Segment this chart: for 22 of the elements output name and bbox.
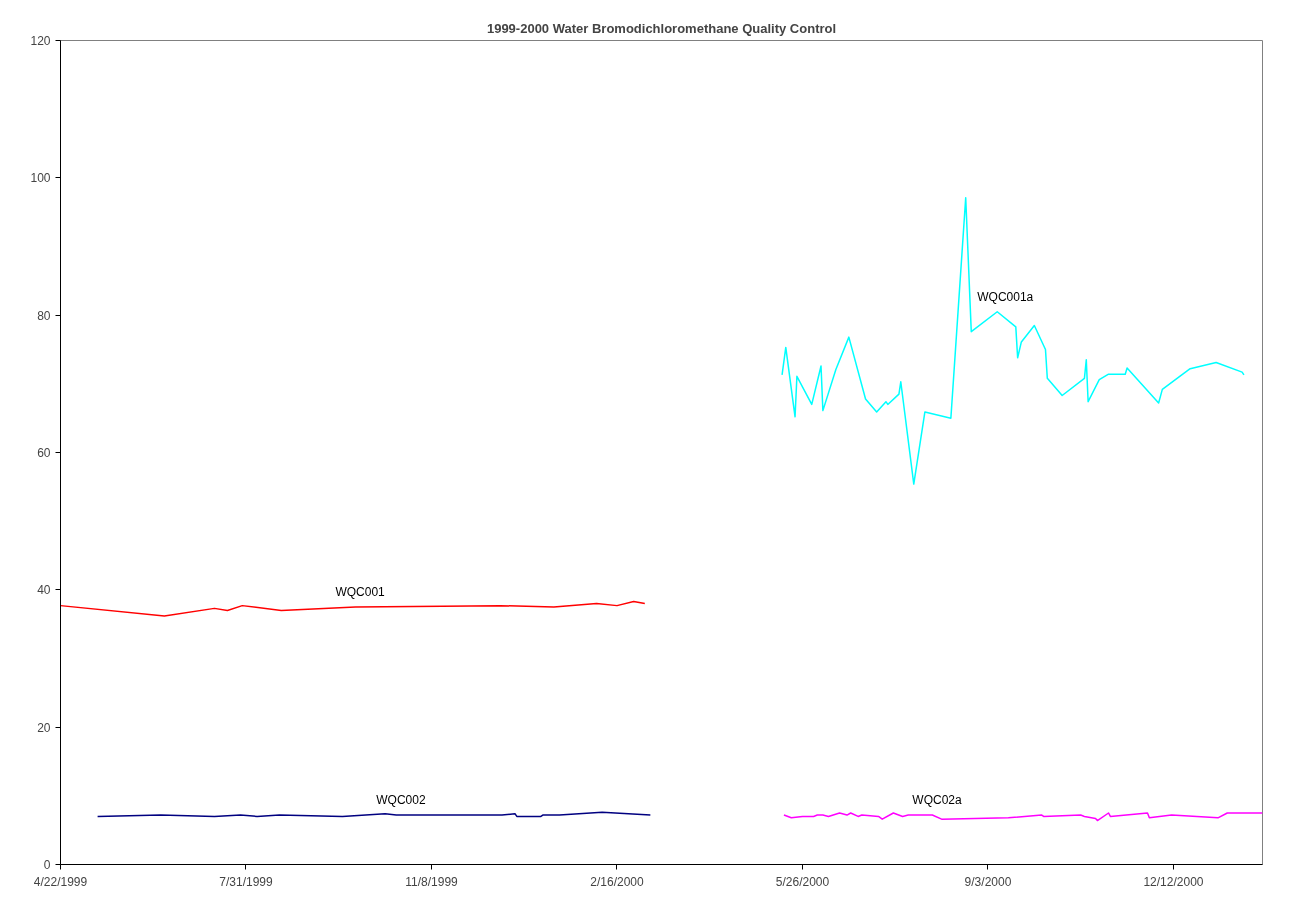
x-tick-label: 12/12/2000 — [1143, 874, 1204, 889]
y-tick-label: 20 — [37, 720, 51, 735]
y-tick-label: 0 — [43, 858, 51, 872]
series-label: WQC002 — [376, 793, 426, 808]
x-tick-label: 11/8/1999 — [405, 874, 459, 889]
y-tick-label: 80 — [37, 308, 51, 323]
x-tick-label: 4/22/1999 — [33, 874, 88, 889]
y-tick-label: 40 — [37, 583, 51, 598]
chart-title: 1999-2000 Water Bromodichloromethane Quality Control — [486, 20, 837, 36]
line-series — [781, 197, 1245, 485]
line-series — [783, 812, 1263, 822]
y-tick-label: 120 — [30, 34, 51, 48]
x-tick-label: 5/26/2000 — [775, 874, 830, 889]
x-tick-label: 7/31/1999 — [219, 874, 274, 889]
x-tick-label: 9/3/2000 — [964, 874, 1012, 889]
y-tick-label: 100 — [30, 171, 51, 186]
series-label: WQC001a — [977, 289, 1034, 304]
x-tick-label: 2/16/2000 — [590, 874, 644, 889]
line-series — [60, 600, 646, 617]
series-label: WQC001 — [335, 585, 386, 599]
series-label: WQC02a — [912, 793, 962, 808]
y-tick-label: 60 — [37, 446, 51, 460]
